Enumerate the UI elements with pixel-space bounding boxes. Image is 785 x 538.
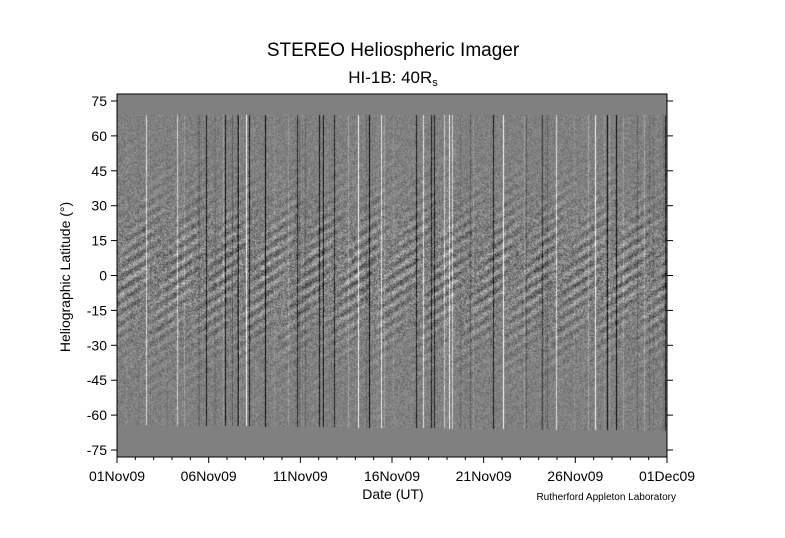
y-tick-label: -75 bbox=[87, 442, 107, 458]
x-tick-label: 21Nov09 bbox=[456, 468, 512, 484]
credit-label: Rutherford Appleton Laboratory bbox=[536, 492, 676, 503]
y-axis-label: Heliographic Latitude (°) bbox=[57, 202, 73, 352]
y-tick-label: -15 bbox=[87, 302, 107, 318]
y-axis: 75 60 45 30 15 0 -15 -30 -45 -60 -75 bbox=[87, 93, 673, 458]
plot-area bbox=[116, 93, 668, 458]
subtitle-main: HI-1B: 40R bbox=[348, 68, 432, 87]
x-axis: 01Nov09 06Nov09 11Nov09 16Nov09 21Nov09 26Nov… bbox=[89, 457, 695, 484]
chart-title: STEREO Heliospheric Imager bbox=[267, 40, 520, 61]
y-tick-label: 15 bbox=[91, 233, 107, 249]
y-tick-label: -45 bbox=[87, 372, 107, 388]
subtitle-subscript: s bbox=[432, 77, 438, 89]
chart-subtitle: HI-1B: 40Rs bbox=[348, 68, 438, 89]
x-tick-label: 01Dec09 bbox=[639, 468, 695, 484]
x-tick-label: 16Nov09 bbox=[364, 468, 420, 484]
y-tick-label: -30 bbox=[87, 337, 107, 353]
y-tick-label: 60 bbox=[91, 128, 107, 144]
y-tick-label: 0 bbox=[99, 268, 107, 284]
x-tick-label: 01Nov09 bbox=[89, 468, 145, 484]
y-tick-label: 75 bbox=[91, 93, 107, 109]
x-axis-label: Date (UT) bbox=[362, 486, 423, 502]
y-tick-label: 30 bbox=[91, 198, 107, 214]
x-tick-label: 06Nov09 bbox=[181, 468, 237, 484]
x-tick-label: 26Nov09 bbox=[547, 468, 603, 484]
y-tick-label: -60 bbox=[87, 407, 107, 423]
latitude-time-map bbox=[117, 94, 667, 457]
y-tick-label: 45 bbox=[91, 163, 107, 179]
x-tick-label: 11Nov09 bbox=[273, 468, 328, 484]
